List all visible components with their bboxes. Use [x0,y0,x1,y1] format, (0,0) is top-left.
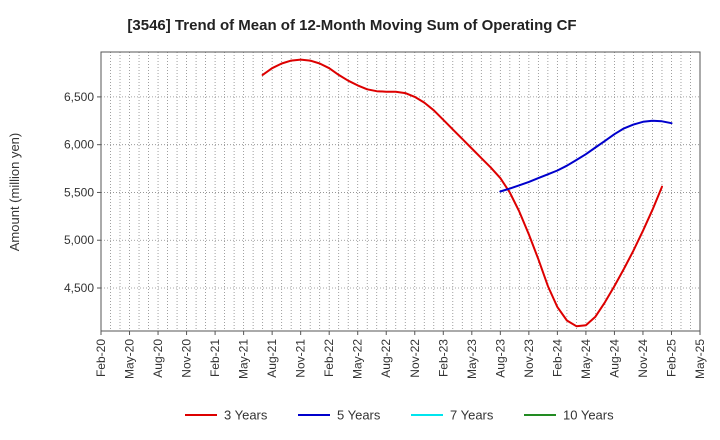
grid [101,52,700,331]
x-tick-label: May-20 [123,339,137,379]
x-tick-label: May-23 [465,339,479,379]
x-tick-label: Nov-21 [294,339,308,378]
legend-label-3-years: 3 Years [224,408,268,423]
y-tick-label: 5,500 [64,185,94,199]
x-tick-label: Feb-22 [322,339,336,377]
x-tick-label: Aug-23 [493,339,507,378]
series-line-5-years [499,119,673,193]
chart-title: [3546] Trend of Mean of 12-Month Moving … [127,17,576,34]
x-tick-label: Nov-23 [522,339,536,378]
x-tick-label: Aug-22 [379,339,393,378]
x-tick-label: Feb-23 [436,339,450,377]
x-tick-label: May-25 [693,339,707,379]
legend-label-10-years: 10 Years [563,408,614,423]
legend: 3 Years 5 Years 7 Years 10 Years [185,408,614,423]
plot-area [101,52,700,331]
y-tick-label: 4,500 [64,281,94,295]
x-tick-label: Nov-24 [636,339,650,378]
x-tick-label: Aug-20 [151,339,165,378]
plot-border [100,51,701,332]
series-lines [261,58,673,328]
x-tick-label: Nov-22 [408,339,422,378]
series-line-3-years [261,58,663,328]
x-tick-label: May-21 [237,339,251,379]
x-tick-label: Feb-25 [664,339,678,377]
y-tick-label: 5,000 [64,233,94,247]
x-tick-label: Aug-24 [607,339,621,378]
y-tick-label: 6,500 [64,90,94,104]
y-tick-label: 6,000 [64,138,94,152]
legend-label-5-years: 5 Years [337,408,381,423]
x-tick-label: Feb-20 [94,339,108,377]
x-tick-label: Aug-21 [265,339,279,378]
x-tick-label: Nov-20 [180,339,194,378]
y-axis: 4,500 5,000 5,500 6,000 6,500 [64,90,101,295]
y-axis-label: Amount (million yen) [7,133,22,252]
x-axis: Feb-20 May-20 Aug-20 Nov-20 Feb-21 May-21 Aug-… [94,331,707,379]
x-tick-label: May-24 [579,339,593,379]
x-tick-label: Feb-24 [550,339,564,377]
legend-label-7-years: 7 Years [450,408,494,423]
x-tick-label: Feb-21 [208,339,222,377]
x-tick-label: May-22 [351,339,365,379]
